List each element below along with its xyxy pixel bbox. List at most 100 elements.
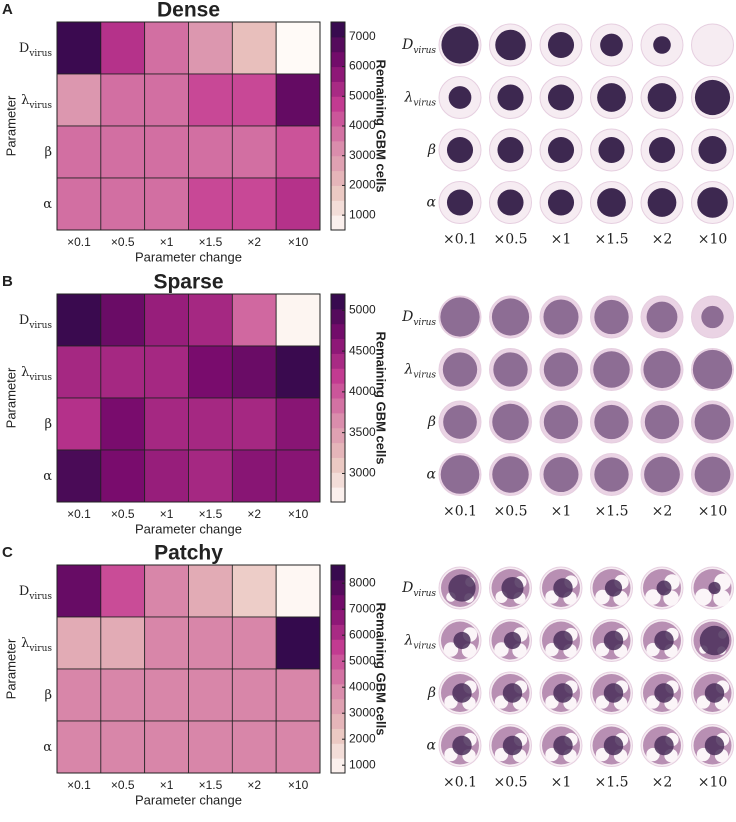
colorbar-step <box>331 294 345 310</box>
y-tick-label: λvirus <box>21 636 52 654</box>
snapshot-tumor <box>442 352 478 387</box>
colorbar-step <box>331 398 345 414</box>
heatmap-cell <box>231 177 277 231</box>
colorbar-step <box>331 51 345 68</box>
image-x-label: ×1.5 <box>595 232 629 248</box>
colorbar-tick-label: 5000 <box>349 653 376 667</box>
image-x-label: ×10 <box>698 232 728 248</box>
snapshot-core <box>654 735 674 756</box>
x-tick-label: ×0.5 <box>111 778 135 792</box>
heatmap-cell <box>275 616 321 670</box>
snapshot-tumor <box>594 299 629 335</box>
image-row-label-sub: virus <box>413 370 436 380</box>
colorbar-tick-label: 4000 <box>349 118 376 132</box>
x-axis-label: Parameter change <box>135 249 242 264</box>
image-x-label: ×10 <box>698 775 728 791</box>
y-tick-label-base: β <box>44 417 52 432</box>
snapshot-tumor <box>448 86 472 109</box>
heatmap-cell <box>100 73 146 127</box>
snapshot-tumor <box>497 136 524 164</box>
heatmap-cell <box>188 345 233 399</box>
y-tick-label-sub: virus <box>28 592 52 602</box>
colorbar-step <box>331 487 345 503</box>
snapshot-tumor <box>647 83 677 112</box>
snapshot-core <box>654 683 674 703</box>
x-tick-label: ×0.1 <box>67 507 91 521</box>
heatmap-cell <box>144 21 189 75</box>
image-row-label: Dvirus <box>401 37 436 56</box>
heatmap-cell <box>275 564 321 618</box>
x-tick-label: ×1.5 <box>199 778 223 792</box>
heatmap-cell <box>100 293 146 347</box>
image-row-label-sub: virus <box>413 98 436 108</box>
y-tick-label: β <box>44 417 52 432</box>
image-row-label: β <box>427 685 436 701</box>
snapshot-tumor <box>547 84 575 111</box>
colorbar-step <box>331 758 345 774</box>
heatmap-cell <box>231 668 277 722</box>
image-row-label-sub: virus <box>413 589 436 599</box>
colorbar-frame <box>330 564 346 774</box>
snapshot-core <box>654 630 674 651</box>
image-row-label: λvirus <box>403 362 436 381</box>
colorbar-tick-label: 3000 <box>349 148 376 162</box>
snapshot-tumor <box>600 33 623 57</box>
heatmap-cell <box>144 449 189 503</box>
heatmap-cell <box>56 397 102 451</box>
snapshot-tumor <box>493 352 528 387</box>
heatmap-cell <box>100 720 146 774</box>
colorbar-label: Remaining GBM cells <box>374 332 389 465</box>
heatmap-cell <box>56 720 102 774</box>
y-tick-label-sub: virus <box>28 321 52 331</box>
y-tick-label: λvirus <box>21 365 52 383</box>
snapshot-core <box>704 683 725 703</box>
y-tick-label: Dvirus <box>19 313 52 331</box>
x-tick-label: ×0.1 <box>67 778 91 792</box>
image-x-label: ×1 <box>551 775 572 791</box>
snapshot-core <box>448 574 476 602</box>
snapshot-tumor <box>598 136 625 164</box>
heatmap-cell <box>100 449 146 503</box>
heatmap-cell <box>275 125 321 179</box>
heatmap-cell <box>275 449 321 503</box>
image-x-label: ×2 <box>652 775 673 791</box>
colorbar-label: Remaining GBM cells <box>374 603 389 736</box>
snapshot-tumor <box>597 83 626 112</box>
colorbar-frame <box>330 293 346 503</box>
image-x-label: ×2 <box>652 232 673 248</box>
panel-letter: B <box>2 273 13 290</box>
colorbar-step <box>331 155 345 172</box>
colorbar-step <box>331 170 345 186</box>
colorbar-step <box>331 81 345 97</box>
plot-frame <box>56 293 321 503</box>
heatmap-cell <box>56 616 102 670</box>
snapshot-core <box>603 735 624 756</box>
heatmap-cell <box>231 73 277 127</box>
heatmap-cell <box>144 177 189 231</box>
colorbar-tick-label: 8000 <box>349 575 376 589</box>
image-x-label: ×1 <box>551 504 572 520</box>
snapshot-domain <box>691 23 734 67</box>
image-x-label: ×10 <box>698 504 728 520</box>
plot-frame <box>56 21 321 231</box>
colorbar-tick-label: 3000 <box>349 466 376 480</box>
snapshot-core <box>604 579 623 597</box>
snapshot-tumor <box>648 136 676 164</box>
colorbar-step <box>331 215 345 231</box>
heatmap-cell <box>100 668 146 722</box>
snapshot-tumor <box>495 29 526 61</box>
y-axis-label: Parameter <box>3 95 18 156</box>
x-tick-label: ×0.5 <box>111 507 135 521</box>
image-row-label-base: D <box>401 580 413 596</box>
colorbar-step <box>331 412 345 429</box>
heatmap-cell <box>188 564 233 618</box>
colorbar-step <box>331 140 345 157</box>
colorbar-step <box>331 200 345 216</box>
snapshot-tumor <box>543 299 579 335</box>
image-row-label: β <box>427 414 436 430</box>
snapshot-tumor <box>644 404 680 440</box>
heatmap-cell <box>231 397 277 451</box>
colorbar-step <box>331 698 345 715</box>
snapshot-tumor <box>492 403 529 441</box>
snapshot-tumor <box>694 79 731 116</box>
